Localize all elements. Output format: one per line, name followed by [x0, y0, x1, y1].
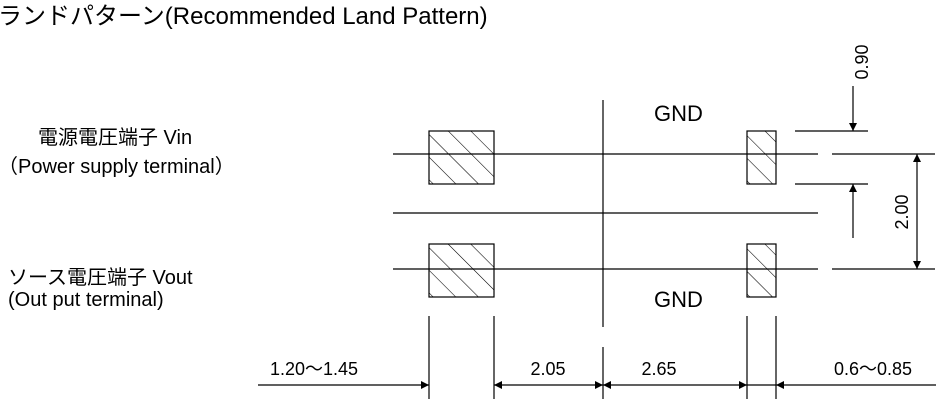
pad-lower-right [746, 243, 777, 298]
dim-0-90-label: 0.90 [852, 44, 872, 79]
dim-2-05-label: 2.05 [530, 359, 565, 379]
vout-label-en: (Out put terminal) [8, 289, 164, 311]
dim-left-label: 1.20～1.45 [270, 359, 358, 379]
dim-2-00-label: 2.00 [892, 194, 912, 229]
gnd-label-top: GND [654, 101, 703, 126]
vin-label-en: （Power supply terminal） [0, 155, 235, 178]
vin-label-jp: 電源電圧端子 Vin [38, 126, 192, 149]
dim-right-label: 0.6～0.85 [834, 359, 912, 379]
pad-upper-right [746, 130, 777, 185]
page-title: ランドパターン(Recommended Land Pattern) [0, 3, 488, 30]
vout-label-jp: ソース電圧端子 Vout [8, 266, 193, 289]
pad-lower-left [428, 243, 495, 298]
dim-2-65-label: 2.65 [641, 359, 676, 379]
gnd-label-bottom: GND [654, 287, 703, 312]
pad-upper-left [428, 130, 495, 185]
